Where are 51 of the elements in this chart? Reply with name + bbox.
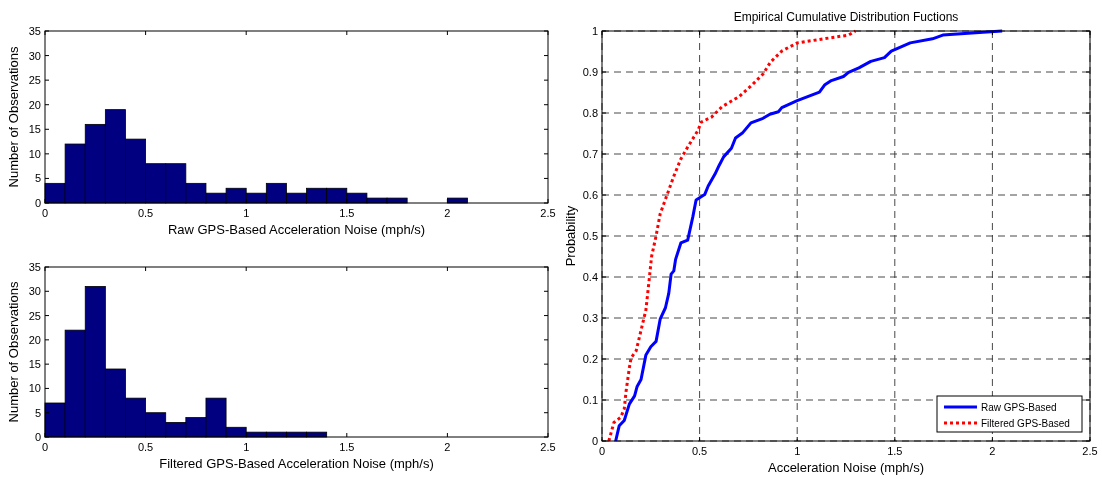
x-tick-label: 1.5 <box>887 445 903 457</box>
y-tick-label: 5 <box>34 406 41 419</box>
y-tick-label: 30 <box>28 49 41 62</box>
legend-label: Raw GPS-Based <box>981 402 1057 413</box>
y-tick-label: 0.1 <box>582 394 598 406</box>
y-tick-label: 20 <box>28 98 41 111</box>
x-tick-label: 0.5 <box>137 207 154 219</box>
y-tick-label: 30 <box>28 285 41 298</box>
y-tick-label: 15 <box>28 123 41 136</box>
y-tick-label: 35 <box>28 261 41 273</box>
y-axis-title: Number of Observations <box>6 46 21 188</box>
y-axis-title: Probability <box>563 205 578 267</box>
y-tick-label: 25 <box>28 309 41 322</box>
y-tick-label: 0.3 <box>582 312 598 324</box>
y-tick-label: 0.5 <box>582 230 598 242</box>
legend-label: Filtered GPS-Based <box>981 418 1070 429</box>
y-tick-label: 0.7 <box>582 148 598 160</box>
y-tick-label: 15 <box>28 358 41 371</box>
x-tick-label: 0.5 <box>137 441 154 453</box>
x-tick-label: 2 <box>444 207 451 219</box>
x-axis-title: Filtered GPS-Based Acceleration Noise (mph/s) <box>159 456 434 471</box>
x-tick-label: 1.5 <box>339 207 355 219</box>
x-tick-label: 1 <box>794 445 801 457</box>
y-tick-label: 0.9 <box>582 66 598 78</box>
x-tick-label: 1 <box>243 207 250 219</box>
y-tick-label: 0.2 <box>582 353 598 365</box>
x-tick-label: 2.5 <box>540 207 556 219</box>
y-tick-label: 10 <box>28 147 41 160</box>
y-tick-label: 0 <box>34 197 41 209</box>
y-tick-label: 0.8 <box>582 107 598 119</box>
x-tick-label: 1 <box>243 441 250 453</box>
y-tick-label: 0.4 <box>582 271 598 283</box>
x-axis-title: Raw GPS-Based Acceleration Noise (mph/s) <box>167 222 426 237</box>
y-tick-label: 10 <box>28 382 41 395</box>
line-series <box>607 29 857 443</box>
x-tick-label: 2 <box>444 441 451 453</box>
x-tick-label: 2.5 <box>1082 445 1098 457</box>
y-tick-label: 5 <box>34 172 41 185</box>
y-tick-label: 0.6 <box>582 189 598 201</box>
chart-title: Empirical Cumulative Distribution Fuctions <box>733 10 959 24</box>
y-tick-label: 0 <box>34 431 41 443</box>
x-tick-label: 1.5 <box>339 441 355 453</box>
x-tick-label: 2 <box>989 445 996 457</box>
x-tick-label: 0.5 <box>691 445 708 457</box>
y-tick-label: 20 <box>28 333 41 346</box>
y-tick-label: 25 <box>28 74 41 87</box>
x-tick-label: 2.5 <box>540 441 556 453</box>
y-tick-label: 35 <box>28 25 41 37</box>
x-axis-title: Acceleration Noise (mph/s) <box>767 460 925 475</box>
y-tick-label: 1 <box>591 25 598 37</box>
y-axis-title: Number of Observations <box>6 281 21 423</box>
